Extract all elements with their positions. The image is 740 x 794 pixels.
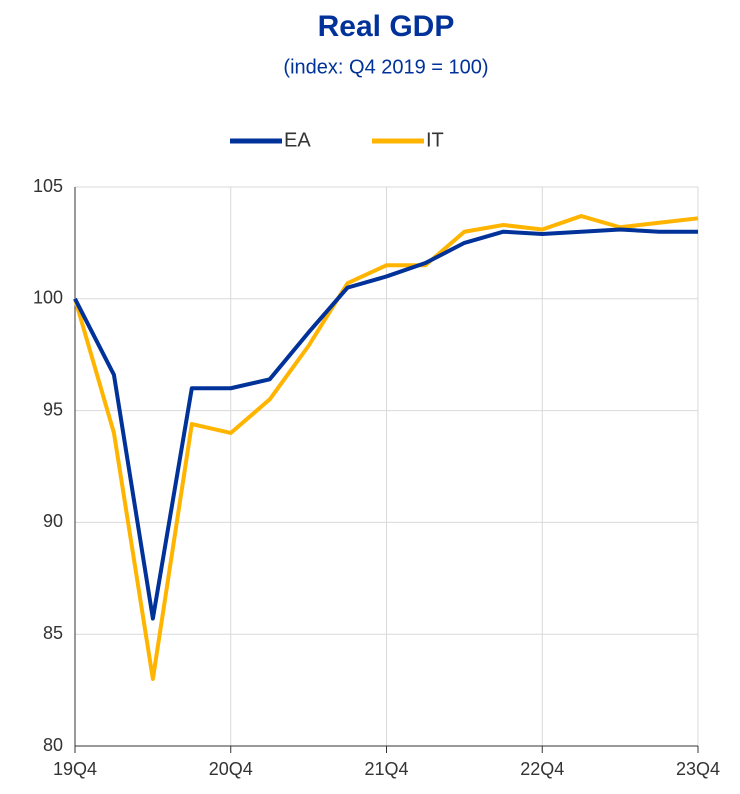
line-series [73, 227, 698, 621]
x-tick-label: 21Q4 [364, 759, 408, 779]
x-tick-label: 19Q4 [53, 759, 97, 779]
x-tick-label: 20Q4 [209, 759, 253, 779]
x-tick-label: 23Q4 [676, 759, 720, 779]
y-tick-label: 95 [43, 399, 63, 419]
y-tick-label: 80 [43, 735, 63, 755]
chart-subtitle: (index: Q4 2019 = 100) [283, 56, 488, 78]
line-series [73, 214, 699, 681]
y-tick-label: 100 [33, 288, 63, 308]
x-tick-label: 22Q4 [520, 759, 564, 779]
y-tick-label: 105 [33, 176, 63, 196]
legend-label: EA [284, 129, 311, 151]
y-tick-label: 90 [43, 511, 63, 531]
chart-title: Real GDP [318, 10, 455, 43]
legend-label: IT [426, 129, 444, 151]
y-tick-label: 85 [43, 623, 63, 643]
